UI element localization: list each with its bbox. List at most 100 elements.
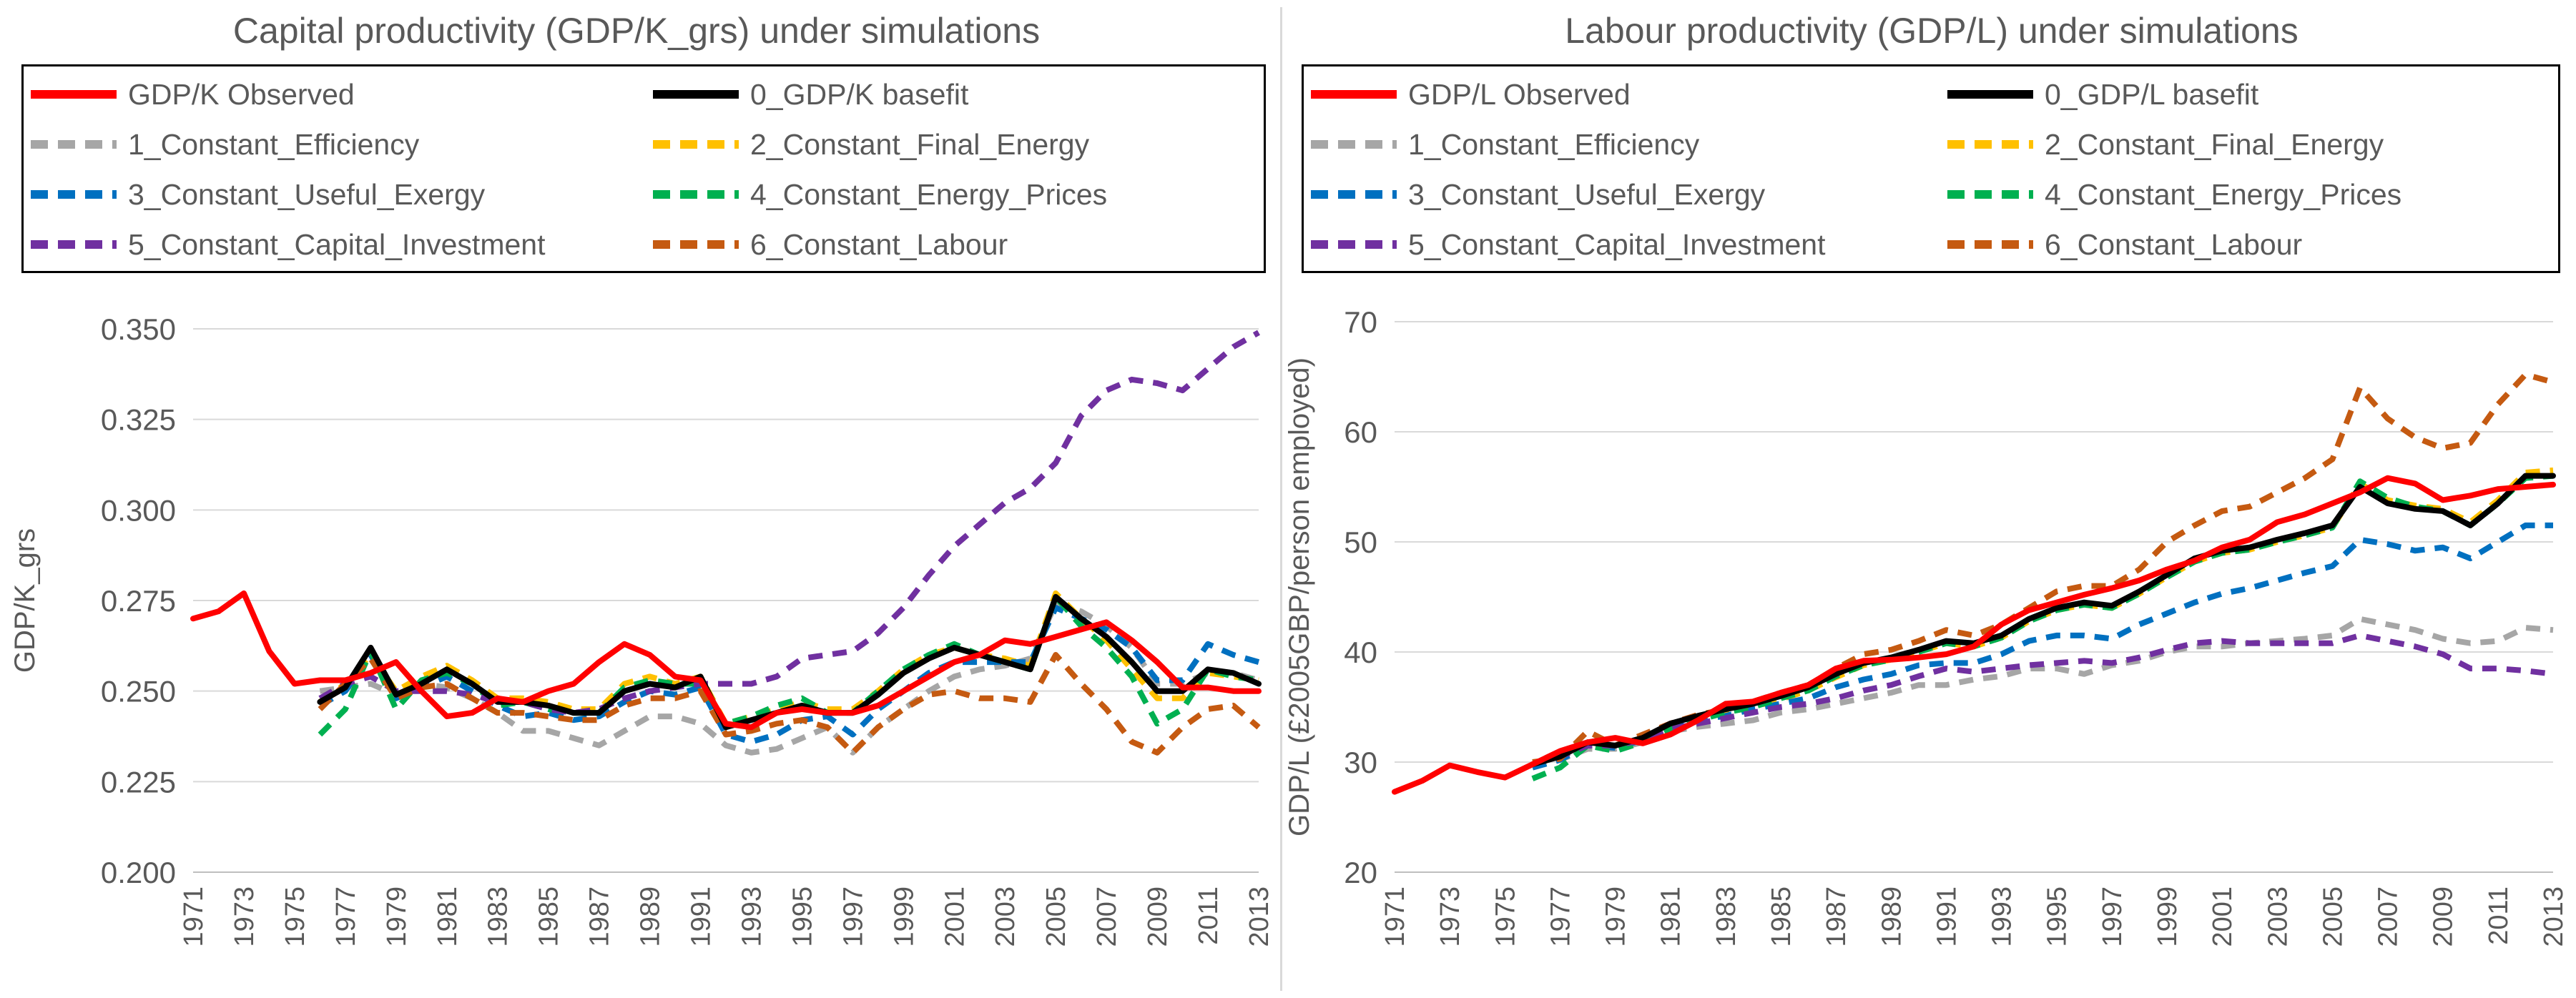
- x-tick-label: 1991: [1932, 886, 1962, 947]
- series-line-2: [1531, 616, 2554, 771]
- x-tick-label: 1989: [636, 886, 666, 947]
- x-tick-label: 1985: [1766, 886, 1796, 947]
- legend-item: 1_Constant_Efficiency: [31, 119, 419, 169]
- x-tick-label: 1985: [534, 886, 564, 947]
- legend-item: GDP/K Observed: [31, 69, 355, 119]
- series-line-0: [190, 590, 1262, 731]
- x-tick-label: 2009: [1143, 886, 1173, 947]
- panel-divider: [1280, 7, 1282, 991]
- y-tick-label: 40: [1344, 636, 1377, 669]
- y-tick-label: 0.225: [101, 765, 176, 799]
- x-tick-label: 1981: [1656, 886, 1686, 947]
- legend-item: 6_Constant_Labour: [653, 219, 1008, 270]
- series-line-3: [1531, 467, 2554, 771]
- legend-label: 0_GDP/K basefit: [750, 77, 969, 111]
- legend-swatch: [1311, 190, 1397, 199]
- x-tick-label: 1995: [2042, 886, 2073, 947]
- x-tick-label: 1975: [1490, 886, 1520, 947]
- chart-title: Labour productivity (GDP/L) under simula…: [1565, 11, 2299, 51]
- x-tick-label: 1997: [838, 886, 868, 947]
- legend-item: 3_Constant_Useful_Exergy: [31, 169, 485, 219]
- y-tick-label: 0.325: [101, 403, 176, 437]
- x-tick-label: 1987: [585, 886, 615, 947]
- legend-item: 5_Constant_Capital_Investment: [31, 219, 545, 270]
- x-tick-label: 2009: [2429, 886, 2459, 947]
- chart-legend: GDP/L Observed 0_GDP/L basefit 1_Constant_…: [1302, 64, 2560, 273]
- x-tick-label: 1983: [483, 886, 513, 947]
- legend-label: 2_Constant_Final_Energy: [750, 127, 1090, 161]
- y-tick-label: 0.250: [101, 675, 176, 708]
- y-tick-label: 60: [1344, 415, 1377, 449]
- chart-panel-labour: Labour productivity (GDP/L) under simula…: [1284, 0, 2576, 998]
- y-tick-label: 50: [1344, 525, 1377, 559]
- x-tick-label: 1973: [230, 886, 260, 947]
- legend-label: 6_Constant_Labour: [2045, 227, 2303, 261]
- legend-item: 1_Constant_Efficiency: [1311, 119, 1699, 169]
- y-axis-label: GDP/K_grs: [9, 528, 41, 673]
- legend-label: 4_Constant_Energy_Prices: [750, 177, 1108, 211]
- x-tick-label: 2001: [2208, 886, 2238, 947]
- legend-label: 1_Constant_Efficiency: [128, 127, 420, 161]
- legend-label: 5_Constant_Capital_Investment: [128, 227, 546, 261]
- x-tick-label: 2011: [2484, 886, 2514, 945]
- legend-label: 0_GDP/L basefit: [2045, 77, 2259, 111]
- legend-swatch: [31, 190, 117, 199]
- x-tick-label: 1971: [1380, 886, 1410, 947]
- series-line-5: [318, 593, 1259, 737]
- legend-label: 6_Constant_Labour: [750, 227, 1008, 261]
- x-tick-label: 2005: [2318, 886, 2348, 947]
- x-tick-label: 1993: [1987, 886, 2017, 947]
- x-tick-label: 1997: [2098, 886, 2128, 947]
- y-tick-label: 30: [1344, 746, 1377, 779]
- x-tick-label: 1979: [382, 886, 412, 947]
- y-tick-label: 20: [1344, 856, 1377, 889]
- x-tick-label: 1989: [1877, 886, 1907, 947]
- series-line-7: [1532, 371, 2555, 765]
- chart-legend: GDP/K Observed 0_GDP/K basefit 1_Constant_…: [21, 64, 1266, 273]
- x-tick-label: 1977: [1545, 886, 1575, 947]
- legend-swatch: [1311, 90, 1397, 99]
- legend-item: GDP/L Observed: [1311, 69, 1631, 119]
- x-tick-label: 1979: [1601, 886, 1631, 947]
- x-tick-label: 1981: [433, 886, 463, 947]
- legend-label: 3_Constant_Useful_Exergy: [1408, 177, 1766, 211]
- legend-swatch: [653, 90, 739, 99]
- y-tick-label: 0.350: [101, 312, 176, 346]
- y-tick-label: 0.200: [101, 856, 176, 889]
- x-tick-label: 1977: [331, 886, 361, 947]
- y-axis-label: GDP/L (£2005GBP/person employed): [1284, 357, 1315, 836]
- legend-swatch: [1947, 90, 2033, 99]
- x-tick-label: 1993: [737, 886, 767, 947]
- x-tick-label: 1991: [687, 886, 717, 947]
- x-tick-label: 1999: [2153, 886, 2183, 947]
- chart-panel-capital: Capital productivity (GDP/K_grs) under s…: [0, 0, 1274, 998]
- legend-item: 4_Constant_Energy_Prices: [1947, 169, 2402, 219]
- legend-swatch: [1947, 240, 2033, 249]
- legend-label: 3_Constant_Useful_Exergy: [128, 177, 486, 211]
- x-tick-label: 1999: [889, 886, 919, 947]
- series-line-7: [318, 652, 1261, 756]
- legend-swatch: [31, 140, 117, 149]
- x-tick-label: 1995: [787, 886, 817, 947]
- x-tick-label: 1983: [1711, 886, 1741, 947]
- legend-swatch: [1311, 240, 1397, 249]
- series-line-6: [1531, 632, 2554, 767]
- series-line-5: [1531, 473, 2554, 781]
- x-tick-label: 1975: [280, 886, 310, 947]
- legend-swatch: [1947, 190, 2033, 199]
- y-tick-label: 0.300: [101, 493, 176, 527]
- x-tick-label: 2005: [1041, 886, 1071, 947]
- x-tick-label: 2003: [2263, 886, 2293, 947]
- legend-item: 6_Constant_Labour: [1947, 219, 2302, 270]
- x-tick-label: 1987: [1822, 886, 1852, 947]
- series-line-3: [318, 590, 1259, 727]
- legend-label: 4_Constant_Energy_Prices: [2045, 177, 2402, 211]
- x-tick-label: 2011: [1194, 886, 1224, 945]
- legend-label: 5_Constant_Capital_Investment: [1408, 227, 1826, 261]
- legend-label: 2_Constant_Final_Energy: [2045, 127, 2384, 161]
- x-tick-label: 2013: [1244, 886, 1274, 947]
- chart-plot-area: 0.200 0.225 0.250 0.275 0.300 0.325 0.350 1971 1…: [9, 312, 1274, 947]
- x-tick-label: 1973: [1435, 886, 1465, 947]
- y-tick-label: 70: [1344, 305, 1377, 339]
- legend-item: 3_Constant_Useful_Exergy: [1311, 169, 1765, 219]
